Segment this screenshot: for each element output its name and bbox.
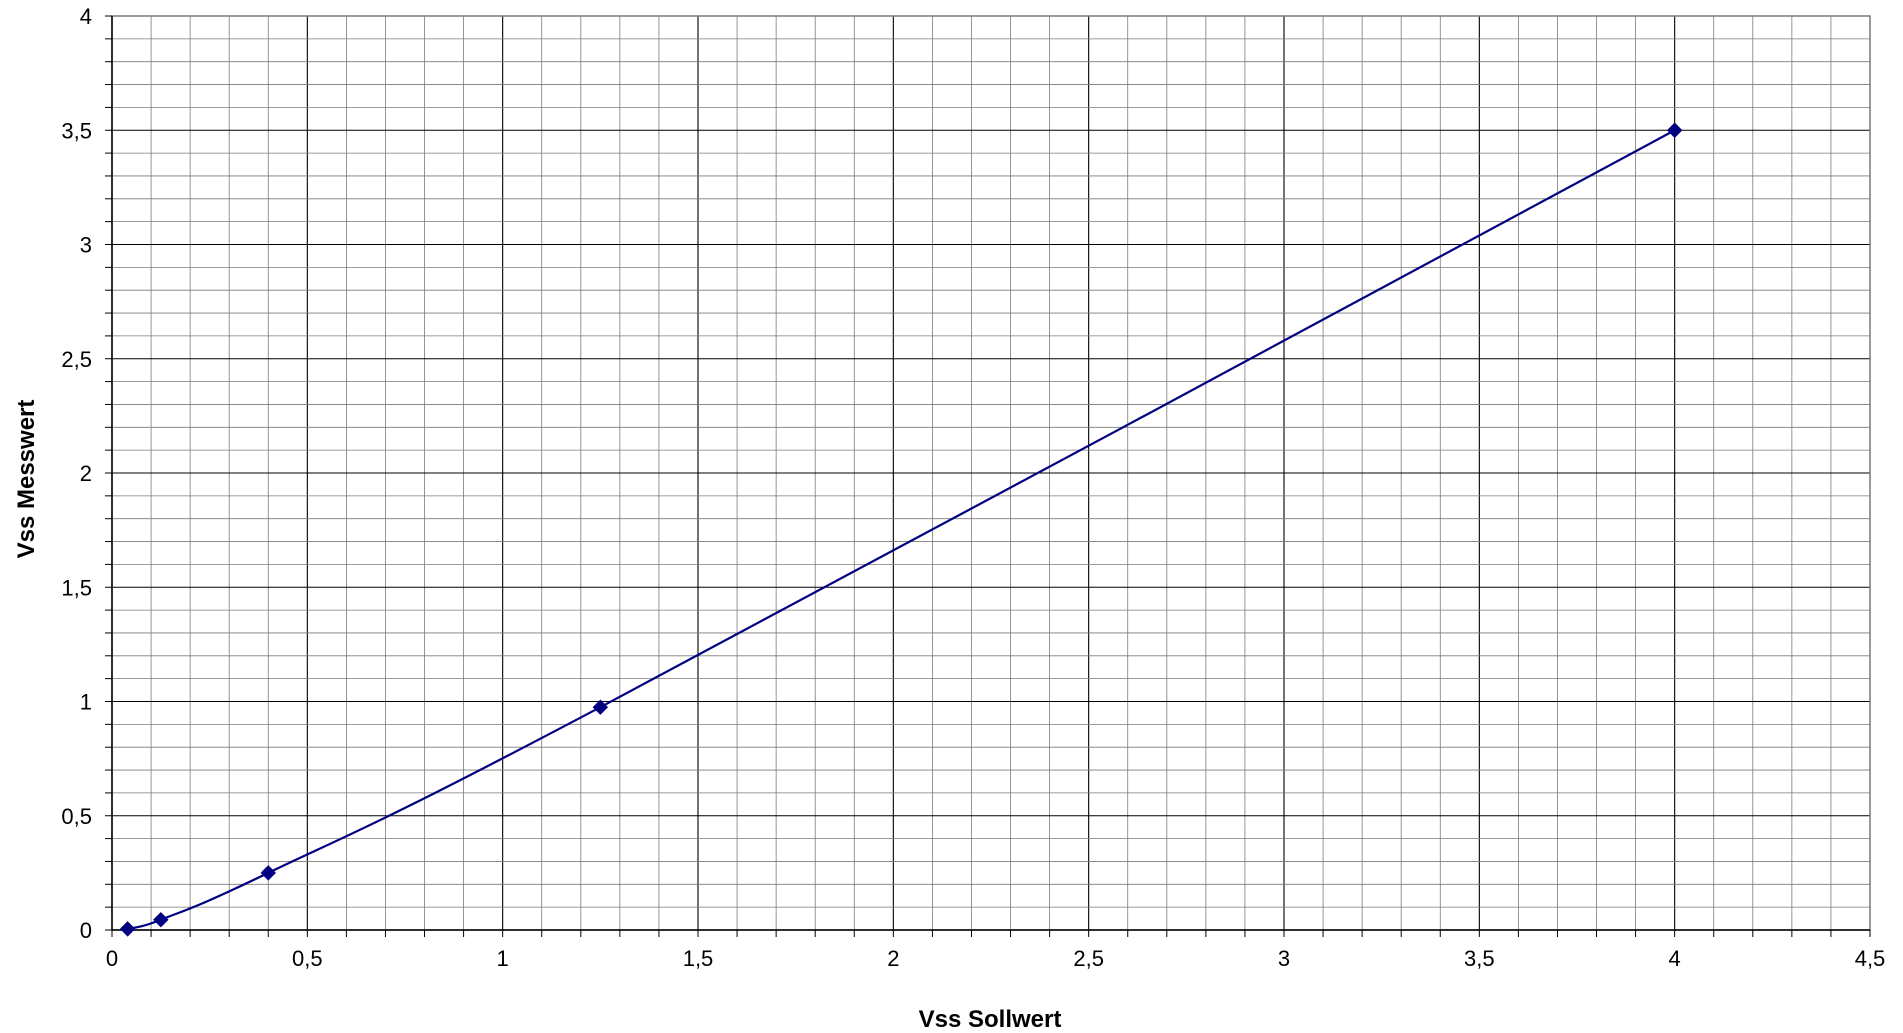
x-tick-label: 3,5 [1464,946,1495,971]
data-point-marker [119,921,136,937]
x-tick-label: 0,5 [292,946,323,971]
x-axis-title: Vss Sollwert [919,1006,1062,1028]
y-tick-label: 3 [80,233,92,258]
x-tick-label: 2 [887,946,899,971]
x-tick-label: 1 [497,946,509,971]
x-tick-label: 4 [1669,946,1681,971]
x-tick-label: 4,5 [1855,946,1886,971]
axes-layer [105,15,1871,937]
y-tick-label: 3,5 [61,118,92,143]
data-point-marker [153,912,169,928]
x-tick-label: 1,5 [683,946,714,971]
data-point-marker [592,699,609,715]
grid-layer [112,16,1870,930]
ticks-layer: 0 0,5 1 1,5 2 2,5 3 3,5 4 4,5 0 0,5 1 1,5 2 2,5 3 3,5 4 [61,4,1885,971]
x-tick-label: 2,5 [1073,946,1104,971]
x-tick-label: 0 [106,946,118,971]
y-axis-title: Vss Messwert [13,400,40,559]
y-tick-label: 1,5 [61,575,92,600]
y-tick-label: 2,5 [61,347,92,372]
y-tick-label: 0 [80,918,92,943]
y-tick-label: 0,5 [61,804,92,829]
y-tick-label: 1 [80,690,92,715]
data-point-marker [1666,122,1683,138]
data-point-marker [260,865,276,881]
y-tick-label: 4 [80,4,92,29]
y-tick-label: 2 [80,461,92,486]
series-layer [119,122,1683,937]
series-line [127,129,1676,930]
x-tick-label: 3 [1278,946,1290,971]
